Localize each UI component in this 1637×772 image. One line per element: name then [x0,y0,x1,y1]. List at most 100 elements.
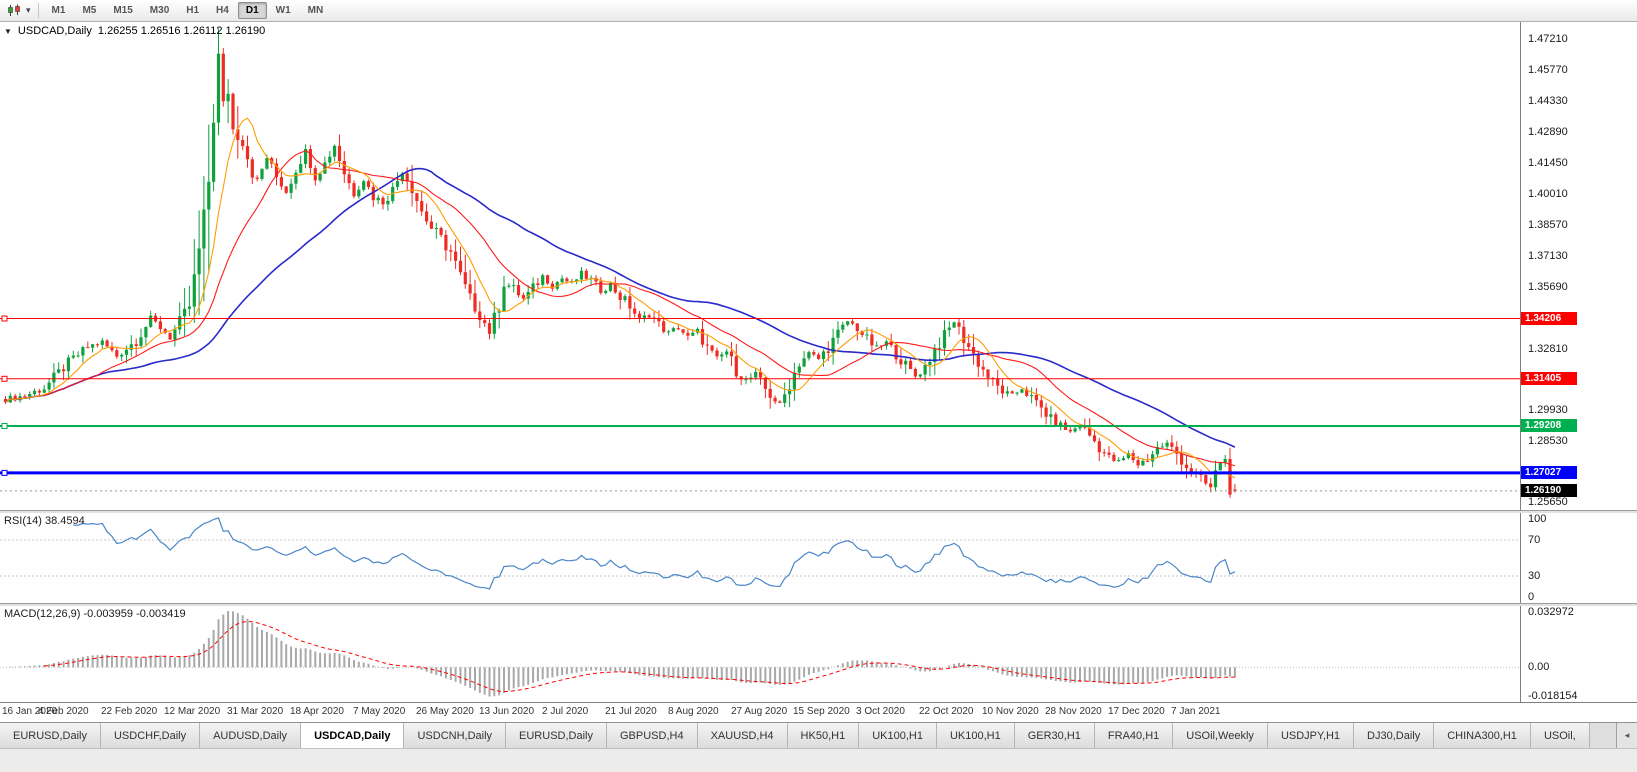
rsi-canvas [0,517,1520,590]
status-bar [0,748,1637,772]
price-axis-label: 1.32810 [1528,343,1568,355]
chart-tab[interactable]: GER30,H1 [1014,723,1095,748]
chart-tab[interactable]: FRA40,H1 [1094,723,1174,748]
timeframe-button-h1[interactable]: H1 [178,2,207,19]
chart-tab[interactable]: USOil,Weekly [1173,723,1268,748]
panel-splitter[interactable] [0,510,1637,513]
chart-tab[interactable]: HK50,H1 [787,723,860,748]
chart-tab[interactable]: UK100,H1 [936,723,1015,748]
timeframe-button-group: M1 M5 M15 M30 H1 H4 D1 W1 MN [44,2,332,19]
toolbar-separator [37,3,39,18]
panel-splitter[interactable] [0,603,1637,606]
date-axis-label: 2 Jul 2020 [542,706,589,717]
price-axis-label: 1.38570 [1528,219,1568,231]
chart-tab[interactable]: AUDUSD,Daily [200,723,302,748]
chart-tab[interactable]: USDCNH,Daily [404,723,507,748]
macd-panel[interactable]: MACD(12,26,9) -0.003959 -0.003419 0.0329… [0,606,1637,702]
hline-price-tag: 1.31405 [1521,372,1577,385]
hline-handle[interactable] [1,375,8,382]
timeframe-button-h4[interactable]: H4 [208,2,237,19]
date-axis-label: 16 Jan 2020 [2,706,58,717]
date-axis-label: 26 May 2020 [416,706,474,717]
date-axis-label: 22 Oct 2020 [919,706,974,717]
price-axis-label: 1.28530 [1528,435,1568,447]
price-axis-label: 1.41450 [1528,157,1568,169]
candlestick-chart-icon-glyph [8,4,20,16]
chart-tab[interactable]: USDJPY,H1 [1267,723,1355,748]
rsi-line [73,517,1236,590]
date-axis-label: 10 Nov 2020 [982,706,1039,717]
candlestick-series [3,28,1237,498]
current-price-tag: 1.26190 [1521,484,1577,497]
rsi-axis-label: 0 [1528,591,1535,603]
chart-tab[interactable]: EURUSD,Daily [506,723,607,748]
ma-fast-line [5,117,1236,479]
rsi-axis-label: 70 [1528,534,1541,546]
chart-tab[interactable]: USDCAD,Daily [301,723,405,748]
price-chart-canvas[interactable] [0,22,1520,510]
date-axis-label: 31 Mar 2020 [227,706,284,717]
one-click-trading-arrow-icon[interactable]: ▼ [4,26,12,36]
macd-axis-label: -0.018154 [1528,690,1578,702]
chart-symbol-label: USDCAD,Daily [17,25,92,37]
price-chart-panel[interactable]: ▼ USDCAD,Daily 1.26255 1.26516 1.26112 1… [0,22,1637,510]
date-axis-label: 21 Jul 2020 [605,706,657,717]
date-axis-label: 22 Feb 2020 [101,706,158,717]
price-axis-label: 1.45770 [1528,64,1568,76]
chart-tab[interactable]: EURUSD,Daily [0,723,101,748]
dropdown-caret-icon[interactable]: ▾ [26,5,31,15]
chart-ohlc-values: 1.26255 1.26516 1.26112 1.26190 [97,25,266,37]
rsi-indicator-label: RSI(14) 38.4594 [4,515,85,527]
macd-signal-line [44,620,1235,693]
chart-tab[interactable]: CHINA300,H1 [1434,723,1531,748]
date-axis[interactable]: 16 Jan 2020 4 Feb 2020 22 Feb 2020 12 Mar 2… [0,702,1637,722]
chart-tabs: EURUSD,Daily USDCHF,Daily AUDUSD,Daily USDC… [0,723,1637,748]
price-axis-label: 1.40010 [1528,188,1568,200]
hline-handle[interactable] [1,469,8,476]
timeframe-button-m5[interactable]: M5 [74,2,104,19]
chart-tab[interactable]: UK100,H1 [859,723,937,748]
date-axis-label: 7 Jan 2021 [1171,706,1221,717]
hline-price-tag: 1.34206 [1521,312,1577,325]
timeframe-button-d1[interactable]: D1 [237,2,267,19]
timeframe-button-m1[interactable]: M1 [44,2,74,19]
rsi-panel[interactable]: RSI(14) 38.4594 100 70 30 0 [0,513,1637,603]
date-axis-label: 28 Nov 2020 [1045,706,1102,717]
chart-area: ▼ USDCAD,Daily 1.26255 1.26516 1.26112 1… [0,22,1637,722]
price-axis-label: 1.47210 [1528,33,1568,45]
date-axis-label: 3 Oct 2020 [856,706,905,717]
chart-title: ▼ USDCAD,Daily 1.26255 1.26516 1.26112 1… [4,25,265,37]
chart-tabs-bar: EURUSD,Daily USDCHF,Daily AUDUSD,Daily USDC… [0,722,1637,748]
macd-canvas [0,611,1520,697]
timeframe-button-w1[interactable]: W1 [268,2,299,19]
macd-axis-label: 0.032972 [1528,606,1574,618]
date-axis-label: 7 May 2020 [353,706,406,717]
hline-handle[interactable] [1,315,8,322]
chart-tab[interactable]: GBPUSD,H4 [607,723,698,748]
tab-scroll-left-button[interactable]: ◂ [1616,723,1637,748]
date-axis-label: 12 Mar 2020 [164,706,221,717]
chart-tab[interactable]: DJ30,Daily [1354,723,1435,748]
date-axis-label: 13 Jun 2020 [479,706,535,717]
price-axis-label: 1.25650 [1528,496,1568,508]
hline-price-tag: 1.29208 [1521,419,1577,432]
chart-tab[interactable]: USDCHF,Daily [100,723,201,748]
macd-histogram [9,611,1236,697]
date-axis-label: 4 Feb 2020 [38,706,89,717]
candlestick-chart-icon[interactable] [4,3,24,18]
price-axis-label: 1.37130 [1528,250,1568,262]
rsi-axis: 100 70 30 0 [1520,513,1637,603]
chart-tab[interactable]: XAUUSD,H4 [697,723,788,748]
timeframe-button-m30[interactable]: M30 [142,2,177,19]
date-axis-label: 15 Sep 2020 [793,706,850,717]
date-axis-label: 27 Aug 2020 [731,706,788,717]
ma-mid-line [5,150,1236,467]
timeframe-button-mn[interactable]: MN [300,2,332,19]
price-axis[interactable]: 1.47210 1.45770 1.44330 1.42890 1.41450 1.400… [1520,22,1637,510]
chart-tab[interactable]: USOil, [1530,723,1590,748]
rsi-axis-label: 30 [1528,570,1541,582]
macd-axis-label: 0.00 [1528,661,1550,673]
hline-handle[interactable] [1,423,8,429]
timeframe-button-m15[interactable]: M15 [105,2,140,19]
